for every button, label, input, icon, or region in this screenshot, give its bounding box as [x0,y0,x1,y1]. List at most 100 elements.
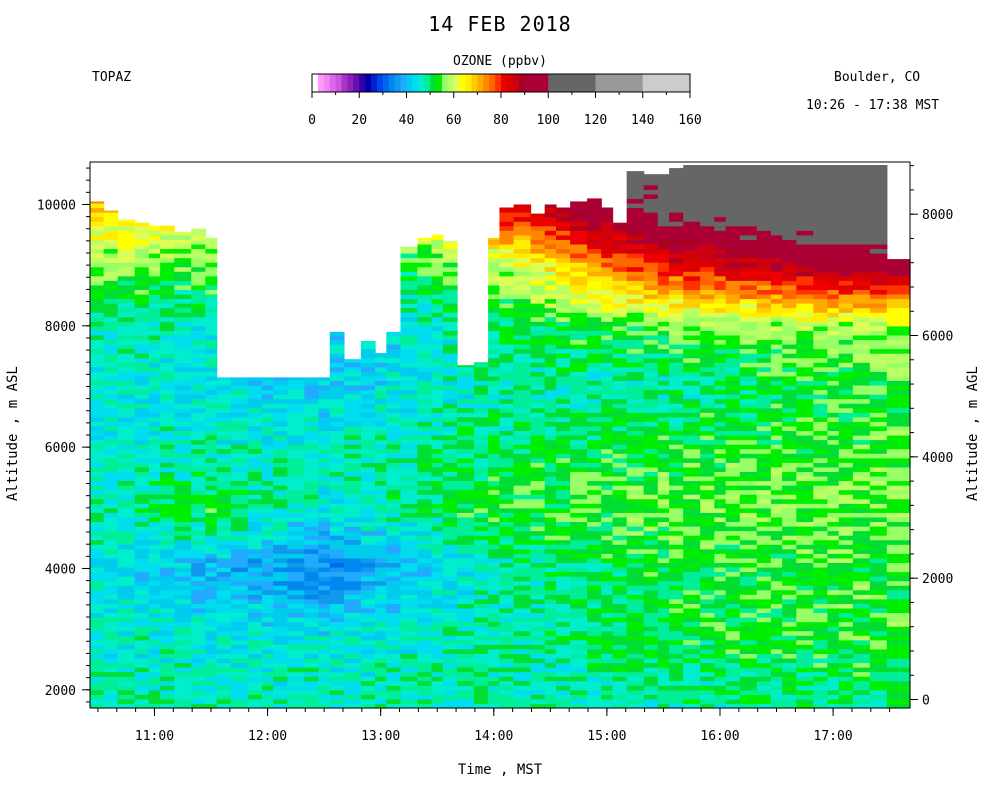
heatmap-cell [117,612,136,618]
heatmap-cell [770,357,783,363]
heatmap-cell [400,617,419,623]
heatmap-cell [134,685,150,691]
heatmap-cell [612,607,628,614]
heatmap-cell [134,230,150,236]
heatmap-cell [739,485,758,491]
heatmap-cell [134,562,150,568]
heatmap-cell [700,680,715,686]
heatmap-cell [191,312,206,318]
heatmap-cell [247,471,263,477]
heatmap-cell [103,507,119,513]
heatmap-cell [513,494,532,500]
heatmap-cell [304,416,320,422]
heatmap-cell [626,298,645,304]
heatmap-cell [555,598,571,604]
heatmap-cell [247,607,263,614]
heatmap-cell [148,603,161,609]
heatmap-cell [90,439,105,445]
heatmap-cell [442,607,458,614]
heatmap-cell [626,644,645,650]
heatmap-cell [343,698,362,705]
heatmap-cell [530,253,546,259]
heatmap-cell [700,453,715,459]
heatmap-cell [700,553,715,559]
heatmap-cell [725,612,741,618]
heatmap-cell [230,607,249,614]
heatmap-cell [247,444,263,450]
heatmap-cell [612,626,628,632]
heatmap-cell [612,307,628,313]
heatmap-cell [587,453,602,459]
heatmap-cell [400,366,419,372]
heatmap-cell [683,394,701,400]
heatmap-cell [473,698,489,705]
heatmap-cell [657,580,670,586]
heatmap-cell [103,471,119,477]
heatmap-cell [683,448,701,454]
heatmap-cell [473,648,489,654]
heatmap-cell [386,548,402,554]
heatmap-cell [725,298,741,304]
heatmap-cell [714,648,727,654]
heatmap-cell [570,330,588,336]
heatmap-cell [570,689,588,695]
heatmap-cell [400,325,419,331]
heatmap-cell [148,430,161,436]
heatmap-cell [90,371,105,377]
heatmap-cell [601,321,614,327]
heatmap-cell [739,566,758,573]
heatmap-cell [770,239,783,245]
heatmap-cell [530,448,546,454]
heatmap-cell [601,462,614,468]
heatmap-cell [90,248,105,254]
heatmap-cell [612,371,628,377]
heatmap-cell [304,526,320,532]
heatmap-cell [442,344,458,350]
heatmap-cell [544,680,557,686]
heatmap-cell [612,275,628,281]
heatmap-cell [160,562,175,568]
heatmap-cell [499,248,515,254]
heatmap-cell [103,230,119,236]
heatmap-cell [530,435,546,441]
heatmap-cell [643,694,659,700]
heatmap-cell [103,571,119,577]
heatmap-cell [714,626,727,632]
heatmap-cell [117,635,136,641]
heatmap-cell [273,566,288,573]
heatmap-cell [343,626,362,632]
heatmap-cell [739,553,758,559]
heatmap-cell [386,453,402,459]
heatmap-cell [643,648,659,654]
heatmap-cell [499,617,515,623]
heatmap-cell [513,698,532,705]
heatmap-cell [669,685,684,691]
heatmap-cell [657,585,670,591]
heatmap-cell [626,585,645,591]
heatmap-cell [714,189,727,195]
heatmap-cell [205,271,218,277]
heatmap-cell [669,180,684,186]
heatmap-cell [360,612,376,618]
heatmap-cell [431,448,444,454]
heatmap-cell [148,330,161,336]
heatmap-cell [360,626,376,632]
heatmap-cell [160,430,175,436]
heatmap-cell [174,412,192,418]
heatmap-cell [205,480,218,486]
heatmap-cell [714,657,727,664]
heatmap-cell [431,321,444,327]
heatmap-cell [555,571,571,577]
heatmap-cell [513,284,532,290]
heatmap-cell [318,453,331,459]
heatmap-cell [400,253,419,259]
heatmap-cell [205,571,218,577]
heatmap-cell [756,330,772,336]
heatmap-cell [683,321,701,327]
heatmap-cell [134,689,150,695]
heatmap-cell [160,348,175,354]
heatmap-cell [657,512,670,518]
heatmap-cell [499,325,515,331]
heatmap-cell [601,348,614,354]
heatmap-cell [612,503,628,509]
